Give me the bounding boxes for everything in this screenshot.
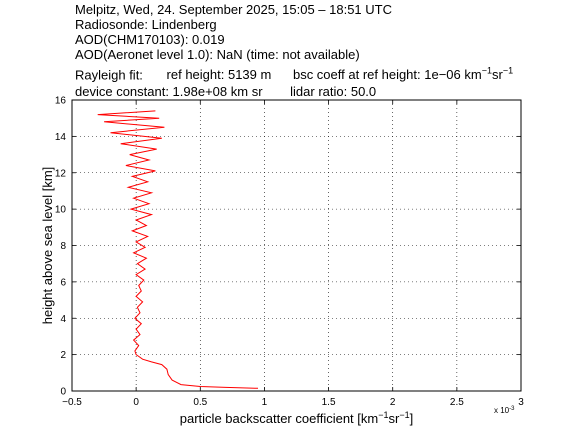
bsc-coeff-sr: sr	[491, 67, 503, 83]
y-tick-label: 8	[60, 241, 66, 252]
y-axis-label: height above sea level [km]	[40, 167, 55, 325]
bsc-coeff-exp2: −1	[502, 66, 514, 76]
x-tick-label: −0.5	[62, 397, 82, 408]
grid-lines	[72, 100, 521, 391]
header-device-constant: device constant: 1.98e+08 km sr lidar ra…	[75, 84, 376, 99]
header-site-time: Melpitz, Wed, 24. September 2025, 15:05 …	[75, 2, 392, 17]
y-tick-label: 10	[55, 205, 67, 216]
y-tick-label: 16	[55, 96, 67, 107]
device-constant: device constant: 1.98e+08 km sr	[75, 84, 263, 99]
x-tick-label: 0	[133, 397, 139, 408]
header-radiosonde: Radiosonde: Lindenberg	[75, 17, 217, 32]
plot-frame	[71, 99, 522, 392]
x-tick-label: 2.5	[450, 397, 464, 408]
x-axis-label: particle backscatter coefficient [km−1sr…	[180, 410, 413, 426]
y-tick-label: 0	[60, 387, 66, 398]
x-axis-multiplier: x 10-3	[494, 406, 515, 415]
ref-height: ref height: 5139 m	[166, 67, 272, 83]
x-tick-label: 1	[262, 397, 268, 408]
y-tick-label: 14	[55, 132, 67, 143]
header-rayleigh-fit: Rayleigh fit: ref height: 5139 m bsc coe…	[75, 66, 513, 82]
header-aod-chm: AOD(CHM170103): 0.019	[75, 32, 225, 47]
y-tick-label: 6	[60, 277, 66, 288]
bsc-coeff: bsc coeff at ref height: 1e−06 km−1sr−1	[292, 66, 514, 83]
y-tick-label: 2	[60, 350, 66, 361]
lidar-ratio: lidar ratio: 50.0	[290, 84, 377, 99]
x-tick-label: 3	[518, 397, 524, 408]
bsc-coeff-exp1: −1	[481, 66, 492, 76]
bsc-coeff-text: bsc coeff at ref height: 1e−06 km	[292, 67, 482, 83]
y-tick-label: 4	[60, 314, 66, 325]
y-tick-label: 12	[55, 168, 67, 179]
x-tick-label: 2	[390, 397, 396, 408]
rayleigh-fit-label: Rayleigh fit:	[75, 67, 143, 83]
x-tick-label: 0.5	[193, 397, 207, 408]
x-tick-label: 1.5	[322, 397, 336, 408]
backscatter-profile-line	[97, 110, 259, 389]
header-aod-aeronet: AOD(Aeronet level 1.0): NaN (time: not a…	[75, 47, 360, 62]
